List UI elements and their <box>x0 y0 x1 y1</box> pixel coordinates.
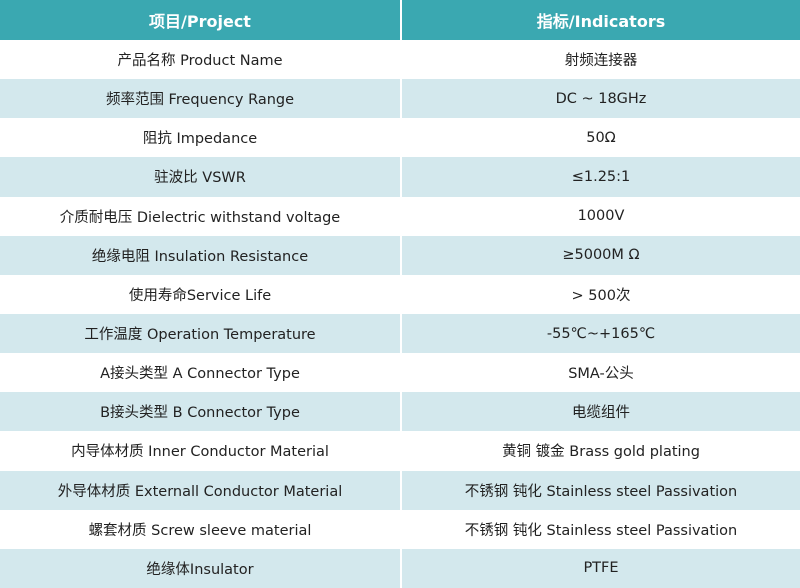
project-cell: 频率范围 Frequency Range <box>105 92 295 109</box>
indicator-cell: 电缆组件 <box>400 392 800 432</box>
table-row: 绝缘电阻 Insulation Resistance ≥5000M Ω <box>0 235 800 275</box>
project-cell: 工作温度 Operation Temperature <box>84 327 316 344</box>
indicator-cell: 射频连接器 <box>400 40 800 80</box>
table-row: 绝缘体Insulator PTFE <box>0 548 800 588</box>
table-row: 产品名称 Product Name 射频连接器 <box>0 40 800 80</box>
project-cell: 内导体材质 Inner Conductor Material <box>71 444 329 461</box>
table-row: 使用寿命Service Life > 500次 <box>0 274 800 314</box>
project-cell: 绝缘电阻 Insulation Resistance <box>91 248 309 265</box>
project-cell: 产品名称 Product Name <box>117 53 283 70</box>
project-cell: A接头类型 A Connector Type <box>100 366 300 383</box>
indicator-cell: ≥5000M Ω <box>400 235 800 275</box>
header-row: 项目/Project 指标/Indicators <box>0 0 800 40</box>
indicator-cell: > 500次 <box>400 274 800 314</box>
table-row: 工作温度 Operation Temperature -55℃~+165℃ <box>0 313 800 354</box>
table-row: 外导体材质 Externall Conductor Material 不锈钢 钝化… <box>0 470 800 510</box>
indicator-cell: SMA-公头 <box>400 353 800 393</box>
indicator-cell: 不锈钢 钝化 Stainless steel Passivation <box>400 509 800 549</box>
project-cell: B接头类型 B Connector Type <box>100 405 300 422</box>
table-row: 阻抗 Impedance 50Ω <box>0 118 800 158</box>
indicator-cell: 黄铜 镀金 Brass gold plating <box>400 431 800 471</box>
indicator-cell: DC ~ 18GHz <box>400 79 800 119</box>
project-cell: 外导体材质 Externall Conductor Material <box>57 483 343 500</box>
table-row: 螺套材质 Screw sleeve material 不锈钢 钝化 Stainle… <box>0 509 800 549</box>
header-cell: 指标/Indicators <box>400 0 800 40</box>
table-row: 驻波比 VSWR ≤1.25:1 <box>0 157 800 197</box>
table-row: 内导体材质 Inner Conductor Material 黄铜 镀金 Bras… <box>0 431 800 471</box>
header-cell: 项目/Project <box>149 12 251 31</box>
indicator-cell: 1000V <box>400 196 800 236</box>
indicator-cell: -55℃~+165℃ <box>400 313 800 354</box>
project-cell: 使用寿命Service Life <box>128 287 272 304</box>
project-cell: 介质耐电压 Dielectric withstand voltage <box>59 209 341 226</box>
project-cell: 阻抗 Impedance <box>142 131 258 148</box>
table-row: B接头类型 B Connector Type 电缆组件 <box>0 392 800 432</box>
table-row: 频率范围 Frequency Range DC ~ 18GHz <box>0 79 800 119</box>
table-row: A接头类型 A Connector Type SMA-公头 <box>0 353 800 393</box>
indicator-cell: 不锈钢 钝化 Stainless steel Passivation <box>400 470 800 510</box>
project-cell: 螺套材质 Screw sleeve material <box>88 522 312 539</box>
project-cell: 绝缘体Insulator <box>146 561 254 578</box>
indicator-cell: 50Ω <box>400 118 800 158</box>
indicator-cell: ≤1.25:1 <box>400 157 800 197</box>
project-cell: 驻波比 VSWR <box>154 170 246 187</box>
table-row: 介质耐电压 Dielectric withstand voltage 1000V <box>0 196 800 236</box>
indicator-cell: PTFE <box>400 548 800 588</box>
